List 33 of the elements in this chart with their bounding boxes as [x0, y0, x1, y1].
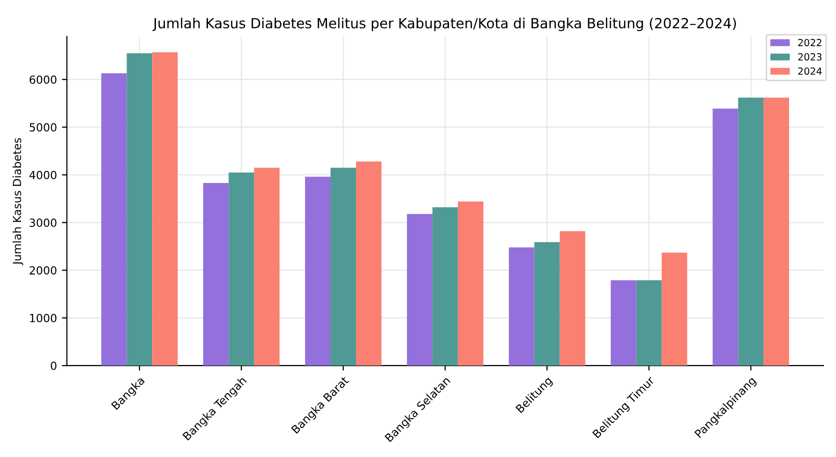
bar: [712, 108, 738, 366]
bar: [662, 252, 688, 366]
bar: [305, 176, 331, 366]
bar: [152, 52, 178, 366]
bar: [508, 247, 534, 366]
chart-title: Jumlah Kasus Diabetes Melitus per Kabupaten/Kota di Bangka Belitung (2022–2024): [152, 18, 736, 32]
bar: [228, 172, 254, 366]
bar: [458, 202, 484, 366]
bar: [738, 98, 764, 366]
y-tick-label: 6000: [30, 75, 56, 84]
bar: [406, 214, 432, 366]
y-tick-label: 1000: [30, 314, 56, 322]
bar: [764, 98, 790, 366]
y-tick-label: 4000: [29, 170, 56, 180]
bar: [432, 207, 458, 366]
bar: [560, 231, 586, 366]
bar: [126, 53, 152, 366]
bar: [610, 280, 636, 366]
bar: [356, 162, 382, 366]
bar: [203, 182, 229, 366]
y-tick-label: 5000: [30, 123, 56, 132]
bar: [534, 242, 560, 366]
y-axis-title: Jumlah Kasus Diabetes: [12, 138, 24, 266]
bar: [636, 280, 662, 366]
bar: [330, 168, 356, 366]
bar: [254, 168, 280, 366]
y-tick-label: 3000: [30, 218, 56, 227]
legend-label: 2023: [798, 53, 822, 61]
legend-label: 2024: [798, 67, 822, 75]
y-tick-label: 0: [50, 362, 56, 370]
legend-label: 2022: [798, 38, 822, 46]
bar: [101, 73, 127, 366]
y-tick-label: 2000: [30, 266, 56, 275]
